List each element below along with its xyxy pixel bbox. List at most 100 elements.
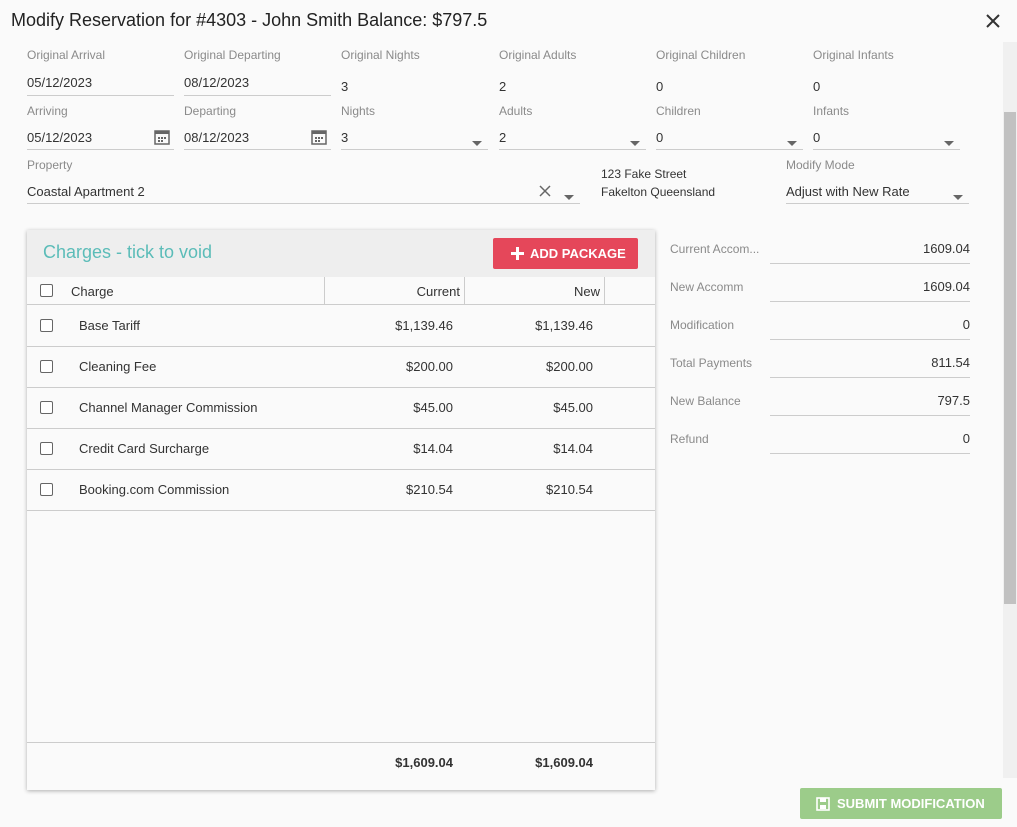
- column-header: New: [573, 284, 600, 299]
- field-underline: [27, 95, 174, 96]
- calendar-button[interactable]: [154, 129, 170, 145]
- close-button[interactable]: [986, 14, 1000, 28]
- table-header-line: [27, 304, 655, 305]
- submit-button[interactable]: SUBMIT MODIFICATION: [800, 788, 1002, 819]
- clear-button-glyph: [539, 185, 551, 197]
- field-input[interactable]: 08/12/2023: [184, 130, 250, 145]
- field-label: Original Nights: [341, 48, 420, 62]
- dropdown-arrow-glyph: [564, 195, 574, 200]
- summary-label: Refund: [670, 432, 709, 446]
- column-divider: [324, 277, 325, 304]
- add-package-button[interactable]: ADD PACKAGE: [493, 238, 638, 269]
- charge-current: $1,139.46: [395, 318, 453, 333]
- field-input[interactable]: 05/12/2023: [27, 130, 93, 145]
- submit-label: SUBMIT MODIFICATION: [837, 796, 985, 811]
- field-input[interactable]: 0: [813, 130, 821, 145]
- row-divider: [27, 510, 655, 511]
- column-header: Charge: [71, 284, 114, 299]
- field-value: 08/12/2023: [184, 75, 250, 90]
- summary-underline: [770, 415, 970, 416]
- charge-current: $14.04: [413, 441, 453, 456]
- charge-new: $1,139.46: [535, 318, 593, 333]
- dropdown-arrow-glyph: [944, 141, 954, 146]
- field-label: Original Adults: [499, 48, 577, 62]
- summary-underline: [770, 339, 970, 340]
- charge-name: Booking.com Commission: [79, 482, 230, 497]
- summary-value: 797.5: [937, 393, 970, 408]
- address-line: Fakelton Queensland: [601, 185, 716, 199]
- field-underline: [786, 203, 969, 204]
- field-underline: [656, 149, 803, 150]
- summary-label: New Balance: [670, 394, 741, 408]
- field-input[interactable]: Adjust with New Rate: [786, 184, 910, 199]
- dropdown-arrow-glyph: [472, 141, 482, 146]
- field-label: Infants: [813, 104, 850, 118]
- scrollbar[interactable]: [1003, 42, 1017, 778]
- column-divider: [604, 277, 605, 304]
- summary-underline: [770, 453, 970, 454]
- dropdown-arrow[interactable]: [471, 135, 483, 146]
- field-underline: [27, 149, 174, 150]
- field-label: Adults: [499, 104, 533, 118]
- dropdown-arrow-glyph: [787, 141, 797, 146]
- row-divider: [27, 469, 655, 470]
- field-label: Modify Mode: [786, 158, 855, 172]
- column-divider: [464, 277, 465, 304]
- dropdown-arrow[interactable]: [563, 189, 575, 200]
- row-checkbox[interactable]: [40, 442, 53, 455]
- card-title: Charges - tick to void: [43, 242, 213, 262]
- charge-name: Credit Card Surcharge: [79, 441, 210, 456]
- field-underline: [499, 149, 646, 150]
- field-input[interactable]: 2: [499, 130, 507, 145]
- dropdown-arrow[interactable]: [629, 135, 641, 146]
- field-underline: [184, 95, 331, 96]
- summary-label: Total Payments: [670, 356, 753, 370]
- field-input[interactable]: Coastal Apartment 2: [27, 184, 145, 199]
- dropdown-arrow[interactable]: [943, 135, 955, 146]
- dialog-title: Modify Reservation for #4303 - John Smit…: [11, 10, 488, 30]
- charge-new: $14.04: [553, 441, 593, 456]
- summary-value: 1609.04: [923, 279, 970, 294]
- row-divider: [27, 387, 655, 388]
- field-input[interactable]: 3: [341, 130, 349, 145]
- select-all-checkbox[interactable]: [40, 284, 53, 297]
- summary-label: New Accomm: [670, 280, 744, 294]
- field-label: Children: [656, 104, 701, 118]
- row-checkbox[interactable]: [40, 483, 53, 496]
- field-value: 3: [341, 79, 349, 94]
- summary-label: Modification: [670, 318, 735, 332]
- field-value: 0: [813, 79, 821, 94]
- calendar-button[interactable]: [311, 129, 327, 145]
- field-input[interactable]: 0: [656, 130, 664, 145]
- field-label: Arriving: [27, 104, 68, 118]
- field-underline: [813, 149, 960, 150]
- scrollbar-thumb[interactable]: [1004, 112, 1016, 604]
- row-checkbox[interactable]: [40, 401, 53, 414]
- summary-value: 811.54: [931, 355, 970, 370]
- calendar-button-glyph: [311, 130, 327, 145]
- summary-underline: [770, 301, 970, 302]
- charge-new: $210.54: [546, 482, 593, 497]
- dropdown-arrow[interactable]: [952, 189, 964, 200]
- add-package-label: ADD PACKAGE: [530, 246, 626, 261]
- clear-button[interactable]: [539, 185, 551, 197]
- summary-underline: [770, 263, 970, 264]
- field-value: 0: [656, 79, 664, 94]
- summary-label: Current Accom...: [670, 242, 760, 256]
- charge-name: Base Tariff: [79, 318, 140, 333]
- summary-value: 0: [962, 431, 970, 446]
- field-label: Original Arrival: [27, 48, 106, 62]
- row-checkbox[interactable]: [40, 319, 53, 332]
- charge-new: $200.00: [546, 359, 593, 374]
- summary-value: 1609.04: [923, 241, 970, 256]
- dropdown-arrow[interactable]: [786, 135, 798, 146]
- row-checkbox[interactable]: [40, 360, 53, 373]
- summary-value: 0: [962, 317, 970, 332]
- total-new: $1,609.04: [535, 755, 593, 770]
- field-value: 2: [499, 79, 507, 94]
- field-value: 05/12/2023: [27, 75, 93, 90]
- dropdown-arrow-glyph: [630, 141, 640, 146]
- field-underline: [184, 149, 331, 150]
- charge-current: $210.54: [406, 482, 453, 497]
